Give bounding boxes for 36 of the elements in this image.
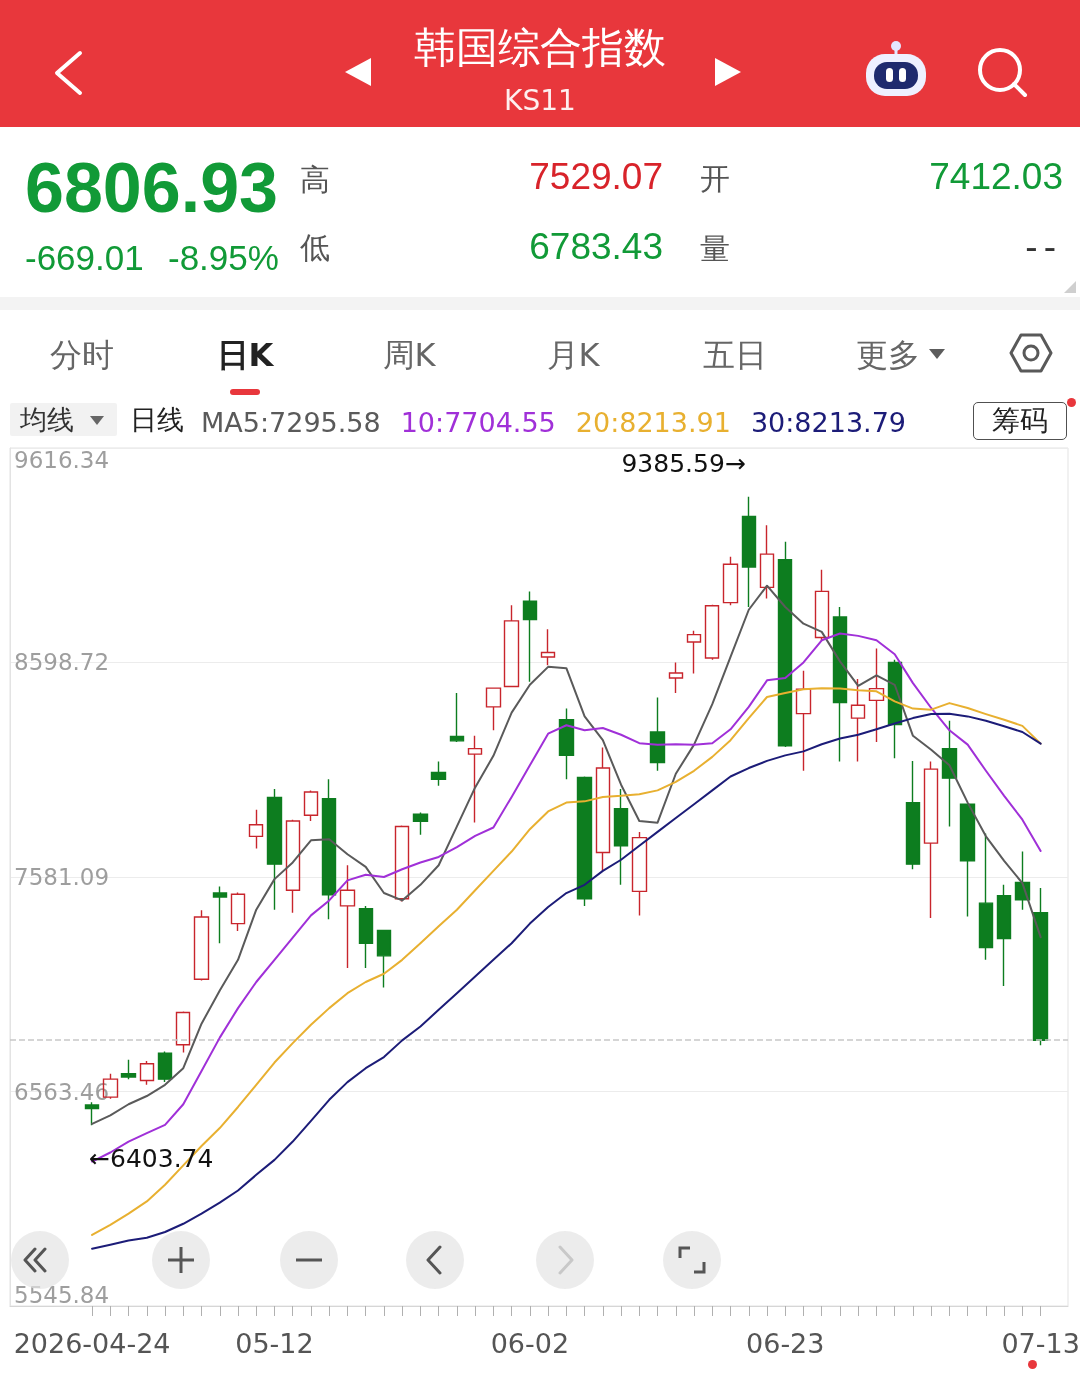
text: 均线 bbox=[20, 403, 74, 437]
y-tick-label: 9616.34 bbox=[14, 446, 110, 473]
chart-title: 韩国综合指数 bbox=[414, 22, 666, 74]
text: 更多 bbox=[856, 335, 920, 375]
text: 月K bbox=[546, 335, 600, 375]
text: 7412.03 bbox=[929, 155, 1063, 199]
y-tick-label: 5545.84 bbox=[14, 1281, 110, 1308]
text: -- bbox=[1025, 225, 1062, 269]
x-tick-label: 06-02 bbox=[490, 1328, 570, 1359]
x-tick-label: 07-13 bbox=[1001, 1328, 1080, 1359]
text: 高 bbox=[300, 161, 330, 199]
text: 五日 bbox=[703, 335, 767, 375]
outlined-button: 筹码 bbox=[973, 402, 1067, 440]
text: 开 bbox=[700, 160, 730, 198]
text: -669.01 bbox=[25, 237, 144, 279]
annotation: 9385.59→ bbox=[621, 449, 746, 479]
text: 7529.07 bbox=[529, 155, 663, 199]
text: -8.95% bbox=[168, 237, 279, 279]
y-tick-label: 7581.09 bbox=[14, 864, 110, 890]
text: 日K bbox=[216, 335, 274, 375]
text: 10:7704.55 bbox=[400, 407, 556, 438]
text: MA5:7295.58 bbox=[201, 407, 381, 438]
y-tick-label: 8598.72 bbox=[14, 649, 110, 676]
text: 周K bbox=[382, 335, 436, 375]
text: 低 bbox=[300, 229, 330, 267]
chart-subtitle: KS11 bbox=[504, 84, 576, 118]
x-tick-label: 06-23 bbox=[746, 1328, 825, 1359]
text: 20:8213.91 bbox=[575, 407, 731, 438]
x-tick-label: 05-12 bbox=[235, 1328, 314, 1359]
text: 分时 bbox=[50, 335, 114, 375]
text: 日线 bbox=[130, 403, 184, 437]
text: 30:8213.79 bbox=[750, 407, 907, 438]
text: 6806.93 bbox=[25, 148, 279, 229]
text: 6783.43 bbox=[529, 225, 663, 269]
text: 量 bbox=[700, 230, 730, 268]
x-tick-label: 2026-04-24 bbox=[13, 1328, 171, 1359]
